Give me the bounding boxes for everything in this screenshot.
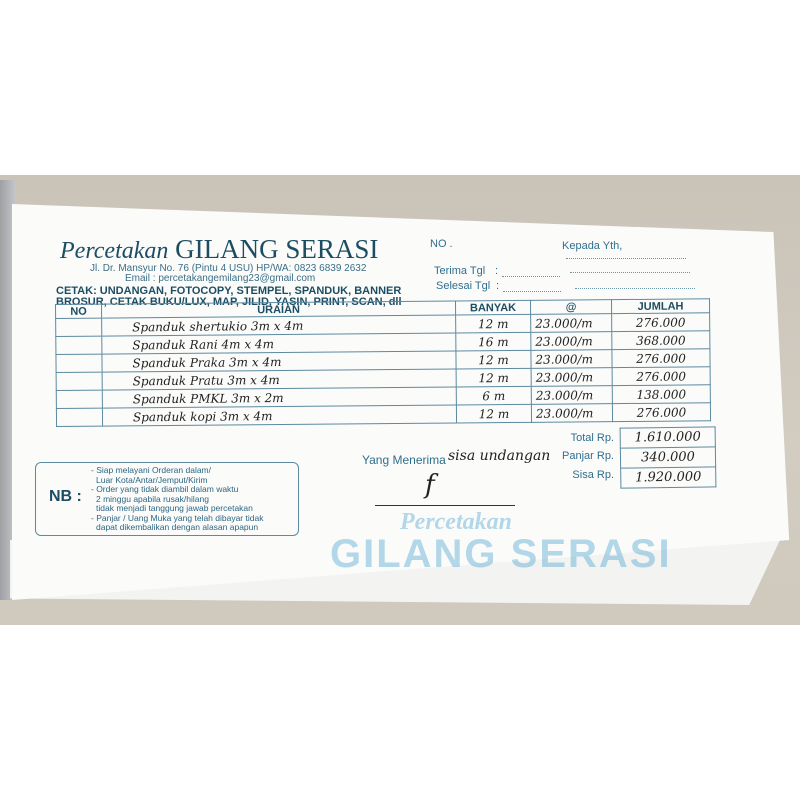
panjar-label: Panjar Rp.	[562, 450, 614, 462]
email: Email : percetakangemilang23@gmail.com	[125, 273, 316, 284]
nb-line: dapat dikembalikan dengan alasan apapun	[96, 522, 259, 532]
signature: f	[425, 470, 435, 500]
cell-jumlah: 138.000	[612, 384, 711, 404]
cell-jumlah: 276.000	[612, 402, 711, 422]
cell-harga: 23.000/m	[531, 385, 613, 405]
selesai-label: Selesai Tgl	[436, 280, 491, 292]
receiver-note: sisa undangan	[448, 448, 551, 464]
receiver-label: Yang Menerima	[362, 453, 446, 467]
cell-uraian: Spanduk kopi 3m x 4m	[102, 405, 457, 427]
kepada-line-3[interactable]	[575, 288, 695, 289]
selesai-input[interactable]	[503, 291, 561, 292]
services-line-2: BROSUR, CETAK BUKU/LUX, MAP, JILID, YASI…	[56, 296, 402, 308]
no-label: NO .	[430, 238, 453, 250]
signature-line	[375, 505, 515, 506]
header-harga: @	[530, 299, 612, 315]
kepada-label: Kepada Yth,	[562, 240, 623, 252]
cell-harga: 23.000/m	[530, 349, 613, 369]
cell-jumlah: 276.000	[611, 348, 711, 368]
cell-banyak: 16 m	[455, 332, 531, 352]
selesai-colon: :	[496, 280, 500, 292]
cell-no	[56, 390, 103, 409]
nb-line: - Panjar / Uang Muka yang telah dibayar …	[91, 512, 264, 523]
brand-script: Percetakan	[60, 238, 169, 264]
kepada-line-1[interactable]	[566, 258, 686, 259]
header-banyak: BANYAK	[455, 300, 531, 316]
nb-label: NB :	[49, 488, 82, 505]
kepada-line-2[interactable]	[570, 272, 690, 273]
nb-line: 2 minggu apabila rusak/hilang	[96, 493, 209, 504]
address: Jl. Dr. Mansyur No. 76 (Pintu 4 USU) HP/…	[90, 263, 367, 274]
cell-banyak: 6 m	[456, 386, 532, 406]
total-value: 1.610.000	[620, 426, 716, 449]
cell-jumlah: 276.000	[612, 366, 711, 386]
nb-line: tidak menjadi tanggung jawab percetakan	[96, 503, 253, 513]
totals-table: 1.610.000 340.000 1.920.000	[620, 426, 717, 489]
header-jumlah: JUMLAH	[611, 298, 710, 314]
cell-no	[55, 354, 103, 373]
cell-harga: 23.000/m	[531, 367, 613, 387]
nb-line: Luar Kota/Antar/Jemput/Kirim	[96, 474, 208, 485]
cell-no	[56, 408, 103, 427]
cell-banyak: 12 m	[456, 404, 532, 424]
cell-harga: 23.000/m	[530, 331, 612, 351]
sisa-label: Sisa Rp.	[572, 469, 614, 481]
cell-jumlah: 368.000	[611, 330, 710, 350]
brand-title: Percetakan GILANG SERASI	[60, 234, 378, 265]
terima-input[interactable]	[502, 276, 560, 277]
total-label: Total Rp.	[570, 432, 614, 444]
cell-harga: 23.000/m	[531, 403, 613, 423]
brand-name: GILANG SERASI	[175, 234, 379, 264]
nb-text: - Siap melayani Orderan dalam/ Luar Kota…	[91, 465, 264, 533]
panjar-value: 340.000	[620, 446, 716, 469]
services-line-1: CETAK: UNDANGAN, FOTOCOPY, STEMPEL, SPAN…	[56, 285, 402, 297]
terima-label: Terima Tgl	[434, 265, 486, 277]
cell-harga: 23.000/m	[530, 313, 612, 333]
nb-box: NB : - Siap melayani Orderan dalam/ Luar…	[35, 462, 299, 536]
items-table: NO URAIAN BANYAK @ JUMLAH Spanduk shertu…	[55, 298, 711, 427]
cell-banyak: 12 m	[456, 368, 532, 388]
cell-banyak: 12 m	[455, 314, 531, 334]
cell-jumlah: 276.000	[611, 312, 710, 332]
receipt-paper	[12, 204, 790, 600]
sisa-value: 1.920.000	[620, 466, 716, 489]
cell-no	[56, 372, 103, 391]
cell-no	[55, 336, 102, 355]
nb-line: - Siap melayani Orderan dalam/	[91, 465, 212, 475]
cell-banyak: 12 m	[455, 350, 532, 370]
header-no: NO	[55, 304, 102, 319]
nb-line: - Order yang tidak diambil dalam waktu	[91, 484, 239, 494]
terima-colon: :	[495, 265, 499, 277]
cell-no	[55, 318, 102, 337]
